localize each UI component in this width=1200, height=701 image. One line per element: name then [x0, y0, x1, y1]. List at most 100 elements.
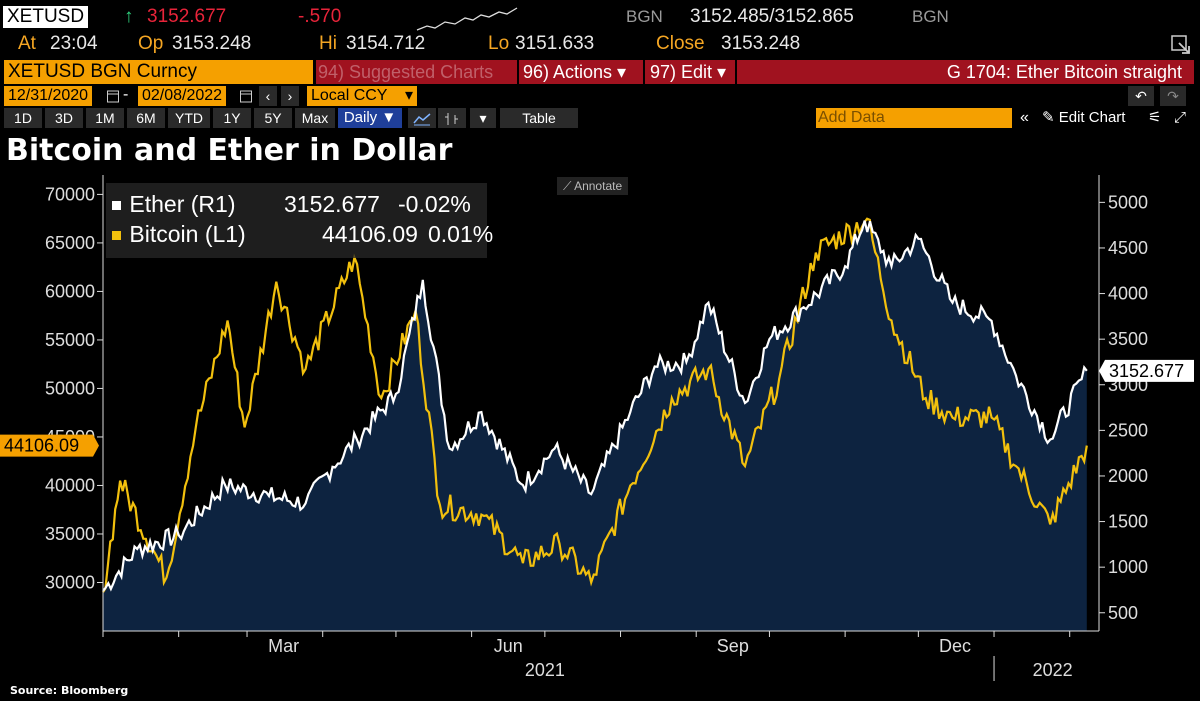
period-1m[interactable]: 1M: [86, 108, 124, 128]
security-field[interactable]: XETUSD BGN Curncy: [4, 60, 313, 84]
right-tick-label: 1000: [1108, 557, 1148, 577]
annotate-label: Annotate: [574, 179, 623, 193]
legend-bitcoin-value: 44106.09: [322, 221, 418, 247]
ticker-box[interactable]: XETUSD: [0, 6, 89, 28]
x-year-label: 2021: [525, 660, 565, 680]
collapse-icon[interactable]: «: [1020, 109, 1029, 126]
right-tick-label: 2500: [1108, 420, 1148, 440]
right-tick-label: 3500: [1108, 329, 1148, 349]
up-arrow-icon: ↑: [124, 6, 134, 27]
calendar-icon[interactable]: [239, 88, 253, 104]
right-tick-label: 1500: [1108, 512, 1148, 532]
source-label-1: BGN: [626, 7, 663, 26]
redo-button[interactable]: ↷: [1160, 86, 1186, 106]
period-ytd[interactable]: YTD: [168, 108, 210, 128]
x-tick-label: Dec: [939, 636, 971, 656]
table-button[interactable]: Table: [500, 108, 578, 128]
left-tick-label: 60000: [45, 281, 95, 301]
zoom-icon[interactable]: ⤢: [1174, 109, 1187, 126]
at-label: At: [18, 33, 36, 54]
pencil-icon: ⟋: [563, 179, 572, 193]
legend-ether-name: Ether (R1): [129, 191, 236, 217]
right-tick-label: 500: [1108, 603, 1138, 623]
period-3d[interactable]: 3D: [45, 108, 83, 128]
ether-swatch: [112, 201, 121, 211]
source-note: Source: Bloomberg: [10, 684, 129, 697]
calendar-icon[interactable]: [106, 88, 120, 104]
ether-area: [103, 220, 1087, 631]
left-tick-label: 30000: [45, 572, 95, 592]
legend-ether-change: -0.02%: [398, 191, 471, 217]
bitcoin-last-tag: [0, 434, 99, 457]
actions-menu[interactable]: 96) Actions ▾: [523, 62, 627, 82]
right-tick-label: 5000: [1108, 192, 1148, 212]
right-tick-label: 2000: [1108, 466, 1148, 486]
sparkline-icon: [416, 7, 518, 31]
at-value: 23:04: [50, 33, 98, 54]
price-change: -.570: [298, 6, 342, 27]
right-tick-label: 4000: [1108, 284, 1148, 304]
date-separator: -: [123, 86, 129, 103]
period-max[interactable]: Max: [295, 108, 335, 128]
low-value: 3151.633: [515, 33, 595, 54]
close-label: Close: [656, 33, 705, 54]
left-tick-label: 50000: [45, 378, 95, 398]
expand-icon[interactable]: [1170, 34, 1192, 56]
chart-settings-icon[interactable]: ⚟: [1148, 109, 1162, 126]
pencil-icon: ✎: [1042, 109, 1055, 126]
chart-title: Bitcoin and Ether in Dollar: [6, 133, 453, 168]
currency-value: Local CCY: [311, 87, 388, 104]
next-period-button[interactable]: ›: [281, 86, 299, 106]
edit-chart-label: Edit Chart: [1058, 109, 1126, 126]
bid-ask: 3152.485/3152.865: [690, 6, 854, 27]
period-6m[interactable]: 6M: [127, 108, 165, 128]
chart-type-dropdown[interactable]: ▾: [470, 108, 496, 128]
add-data-placeholder: Add Data: [818, 109, 885, 126]
period-5y[interactable]: 5Y: [254, 108, 292, 128]
legend-bitcoin-change: 0.01%: [428, 221, 494, 247]
left-tick-label: 65000: [45, 233, 95, 253]
x-tick-label: Jun: [494, 636, 523, 656]
open-label: Op: [138, 33, 164, 54]
period-1d[interactable]: 1D: [4, 108, 42, 128]
end-date-field[interactable]: 02/08/2022: [138, 86, 227, 106]
open-value: 3153.248: [172, 33, 252, 54]
legend-box: [106, 183, 487, 258]
left-tick-label: 55000: [45, 330, 95, 350]
legend-ether-value: 3152.677: [284, 191, 380, 217]
divider: [517, 60, 519, 84]
frequency-select[interactable]: Daily ▼: [338, 108, 402, 128]
red-toolbar: [316, 60, 1194, 84]
period-1y[interactable]: 1Y: [213, 108, 251, 128]
currency-select[interactable]: Local CCY ▾: [307, 86, 417, 106]
bitcoin-swatch: [112, 231, 121, 241]
edit-chart-button[interactable]: ✎ Edit Chart: [1042, 108, 1125, 128]
undo-button[interactable]: ↶: [1128, 86, 1154, 106]
bar-chart-icon[interactable]: [438, 108, 466, 128]
chart-id: G 1704: Ether Bitcoin straight: [946, 62, 1182, 82]
suggested-charts-button[interactable]: 94) Suggested Charts: [318, 62, 494, 82]
left-tick-label: 70000: [45, 184, 95, 204]
edit-menu[interactable]: 97) Edit ▾: [650, 62, 727, 82]
ether-last-label: 3152.677: [1109, 361, 1184, 381]
right-tick-label: 4500: [1108, 238, 1148, 258]
source-label-2: BGN: [912, 7, 949, 26]
divider: [643, 60, 645, 84]
left-tick-label: 40000: [45, 475, 95, 495]
close-value: 3153.248: [721, 33, 801, 54]
legend-bitcoin-name: Bitcoin (L1): [129, 221, 246, 247]
left-tick-label: 35000: [45, 524, 95, 544]
x-tick-label: Mar: [268, 636, 299, 656]
add-data-input[interactable]: Add Data: [816, 108, 1012, 128]
bitcoin-line: [102, 217, 1088, 593]
high-value: 3154.712: [346, 33, 426, 54]
prev-period-button[interactable]: ‹: [259, 86, 277, 106]
legend-bitcoin: Bitcoin (L1) 44106.09 0.01%: [112, 219, 493, 249]
line-chart-icon[interactable]: [408, 108, 436, 128]
start-date-field[interactable]: 12/31/2020: [4, 86, 93, 106]
ether-line: [102, 220, 1088, 592]
last-price: 3152.677: [147, 6, 227, 27]
annotate-button[interactable]: ⟋ Annotate: [557, 177, 629, 195]
divider: [735, 60, 737, 84]
